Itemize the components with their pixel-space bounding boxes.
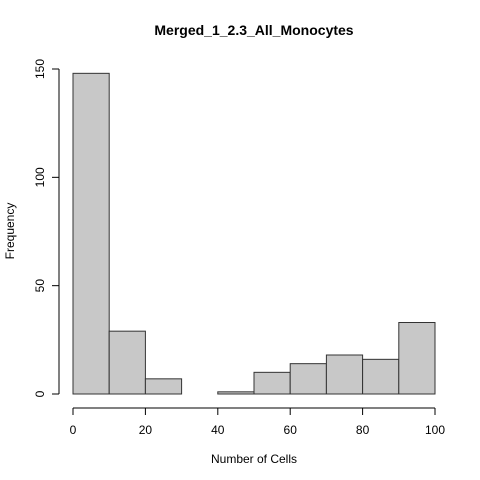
x-tick-label: 80 [356, 423, 370, 437]
histogram-bar [72, 72, 110, 395]
x-tick-label: 0 [70, 423, 77, 437]
y-tick-label: 100 [33, 167, 47, 187]
x-tick-label: 20 [139, 423, 153, 437]
x-tick-label: 40 [211, 423, 225, 437]
bars-layer [72, 72, 436, 395]
x-axis: 0 20 40 60 80 100 [70, 407, 445, 437]
x-tick-label: 60 [284, 423, 298, 437]
chart-title: Merged_1_2.3_All_Monocytes [154, 22, 353, 38]
y-tick-label: 150 [33, 59, 47, 79]
histogram-bar [108, 330, 146, 395]
histogram-bar [144, 378, 183, 395]
histogram-bar [289, 363, 327, 395]
x-tick-label: 100 [425, 423, 445, 437]
histogram-bar [253, 371, 291, 395]
y-axis-label: Frequency [3, 203, 17, 260]
histogram-bar [362, 358, 400, 395]
y-tick-label: 50 [33, 279, 47, 293]
y-axis: 0 50 100 150 [33, 59, 60, 397]
histogram-bar [217, 391, 255, 395]
y-tick-label: 0 [33, 390, 47, 397]
histogram-bar [325, 354, 364, 395]
x-axis-label: Number of Cells [211, 452, 297, 466]
histogram-bar [398, 322, 436, 395]
